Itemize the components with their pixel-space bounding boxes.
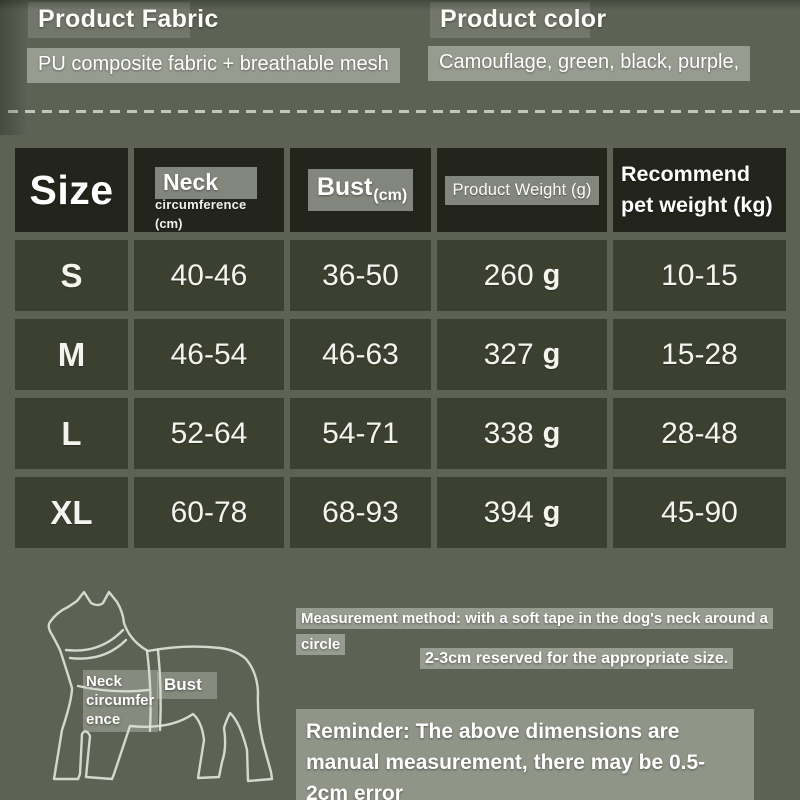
dog-collar-line (64, 628, 125, 652)
cell-pet-weight-xl: 45-90 (613, 477, 786, 548)
product-color-value: Camouflage, green, black, purple, (428, 46, 751, 81)
cell-weight-m: 327 g (437, 319, 607, 390)
header-bust-word: Bust (316, 173, 373, 201)
reminder-note: Reminder: The above dimensions are manua… (296, 709, 754, 800)
cell-neck-xl: 60-78 (134, 477, 284, 548)
measurement-method-note: Measurement method: with a soft tape in … (296, 606, 778, 658)
cell-size-s: S (15, 240, 128, 311)
reserved-size-note: 2-3cm reserved for the appropriate size. (420, 648, 734, 669)
dog-girth-line (145, 649, 152, 733)
cell-neck-s: 40-46 (134, 240, 284, 311)
cell-bust-m: 46-63 (290, 319, 431, 390)
header-size: Size (15, 148, 128, 232)
cell-weight-xl: 394 g (437, 477, 607, 548)
header-neck: Neck circumference (cm) (134, 148, 284, 232)
header-recommend-pet-weight: Recommend pet weight (kg) (613, 148, 786, 232)
header-bust: Bust(cm) (290, 148, 431, 232)
header-neck-circumference: circumference (155, 197, 247, 212)
cell-pet-weight-m: 15-28 (613, 319, 786, 390)
cell-size-l: L (15, 398, 128, 469)
cell-size-m: M (15, 319, 128, 390)
dog-outline-illustration (47, 590, 274, 783)
header-neck-word: Neck (155, 167, 257, 199)
cell-bust-s: 36-50 (290, 240, 431, 311)
neck-circumference-label: Neck circumference (83, 670, 158, 733)
size-table: Size Neck circumference (cm) Bust(cm) Pr… (15, 148, 786, 548)
cell-bust-xl: 68-93 (290, 477, 431, 548)
cell-pet-weight-l: 28-48 (613, 398, 786, 469)
product-color-title: Product color (430, 2, 606, 38)
product-fabric-title: Product Fabric (28, 2, 218, 38)
cell-bust-l: 54-71 (290, 398, 431, 469)
bust-label: Bust (157, 672, 217, 699)
header-product-weight: Product Weight (g) (437, 148, 607, 232)
header-bust-unit: (cm) (373, 187, 408, 204)
dog-collar-line-2 (68, 638, 128, 660)
dog-girth-line-2 (156, 648, 162, 732)
cell-pet-weight-s: 10-15 (613, 240, 786, 311)
left-shadow-overlay (0, 0, 28, 135)
product-fabric-value: PU composite fabric + breathable mesh (27, 48, 400, 83)
cell-weight-s: 260 g (437, 240, 607, 311)
dog-body-path (47, 590, 274, 783)
cell-weight-l: 338 g (437, 398, 607, 469)
dashed-divider (8, 110, 800, 113)
dog-side-strap-line (76, 684, 150, 693)
cell-size-xl: XL (15, 477, 128, 548)
header-neck-unit: (cm) (155, 216, 183, 231)
cell-neck-m: 46-54 (134, 319, 284, 390)
cell-neck-l: 52-64 (134, 398, 284, 469)
